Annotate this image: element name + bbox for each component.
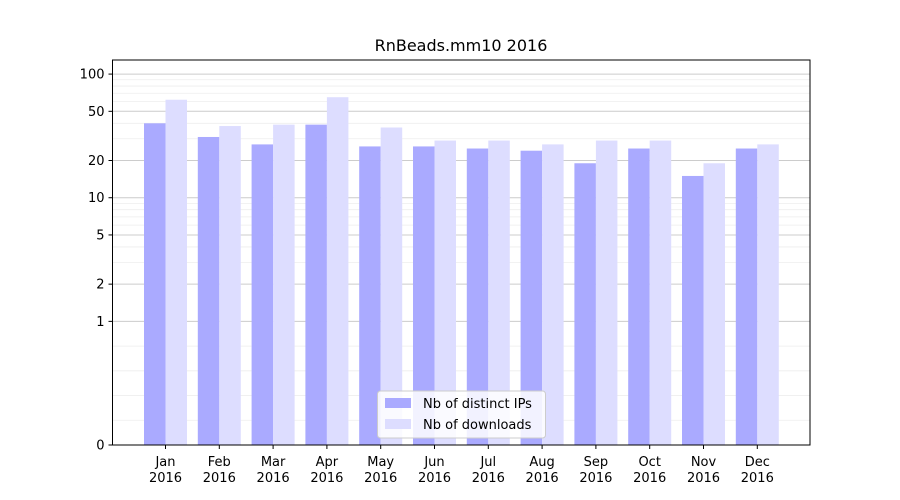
x-tick-label-sep: Sep 2016	[579, 455, 612, 486]
x-tick-label-jul: Jul 2016	[472, 455, 505, 486]
legend-label-distinct-ips: Nb of distinct IPs	[423, 397, 532, 412]
x-tick-label-aug: Aug 2016	[526, 455, 559, 486]
y-tick-label: 20	[88, 154, 105, 169]
x-axis-ticks: Jan 2016 Feb 2016 Mar 2016 Apr 2016 May 2016 Jun 20…	[149, 445, 774, 486]
bar-downloads-dec	[757, 144, 779, 445]
legend-box	[377, 390, 546, 439]
bar-distinct-ips-apr	[305, 124, 327, 445]
y-tick-label: 50	[88, 105, 105, 120]
x-tick-label-feb: Feb 2016	[203, 455, 236, 486]
bar-distinct-ips-nov	[682, 175, 704, 445]
y-tick-label: 0	[96, 439, 104, 454]
bar-downloads-may	[380, 127, 403, 446]
y-tick-label: 10	[88, 191, 105, 206]
bar-distinct-ips-mar	[251, 144, 274, 445]
x-tick-label-nov: Nov 2016	[687, 455, 720, 486]
bar-distinct-ips-oct	[628, 148, 650, 445]
bar-distinct-ips-may	[359, 146, 381, 445]
y-axis-ticks: 0 1 2 5 10 20 50 100	[80, 68, 113, 454]
chart-title: RnBeads.mm10 2016	[375, 36, 548, 55]
x-tick-label-oct: Oct 2016	[633, 455, 666, 486]
bar-distinct-ips-sep	[574, 163, 596, 445]
bar-downloads-jun	[434, 140, 456, 445]
bar-distinct-ips-jan	[144, 123, 166, 445]
legend: Nb of distinct IPs Nb of downloads	[377, 390, 546, 439]
legend-swatch-downloads	[385, 419, 411, 429]
bar-downloads-oct	[649, 140, 672, 445]
x-tick-label-may: May 2016	[364, 455, 397, 486]
bar-downloads-mar	[273, 124, 295, 445]
legend-swatch-distinct-ips	[385, 398, 411, 408]
x-tick-label-mar: Mar 2016	[257, 455, 290, 486]
x-tick-label-dec: Dec 2016	[741, 455, 774, 486]
x-tick-label-jan: Jan 2016	[149, 455, 182, 486]
y-tick-label: 5	[96, 228, 104, 243]
bar-downloads-feb	[219, 126, 241, 445]
bar-downloads-nov	[703, 163, 725, 445]
bars	[144, 97, 779, 446]
bar-distinct-ips-jun	[413, 146, 435, 445]
bar-distinct-ips-jul	[466, 148, 489, 445]
x-tick-label-jun: Jun 2016	[418, 455, 451, 486]
bar-downloads-apr	[326, 97, 349, 446]
bar-downloads-sep	[595, 140, 618, 445]
y-tick-label: 1	[96, 315, 104, 330]
legend-label-downloads: Nb of downloads	[423, 418, 532, 433]
x-tick-label-apr: Apr 2016	[310, 455, 343, 486]
y-tick-label: 100	[80, 68, 105, 83]
bar-distinct-ips-aug	[520, 150, 543, 445]
y-tick-label: 2	[96, 278, 104, 293]
plot-frame	[112, 59, 811, 446]
bar-downloads-aug	[542, 144, 564, 445]
bar-distinct-ips-dec	[735, 148, 758, 445]
bar-downloads-jan	[165, 99, 187, 445]
bar-downloads-jul	[488, 140, 510, 445]
bar-distinct-ips-feb	[197, 136, 220, 445]
